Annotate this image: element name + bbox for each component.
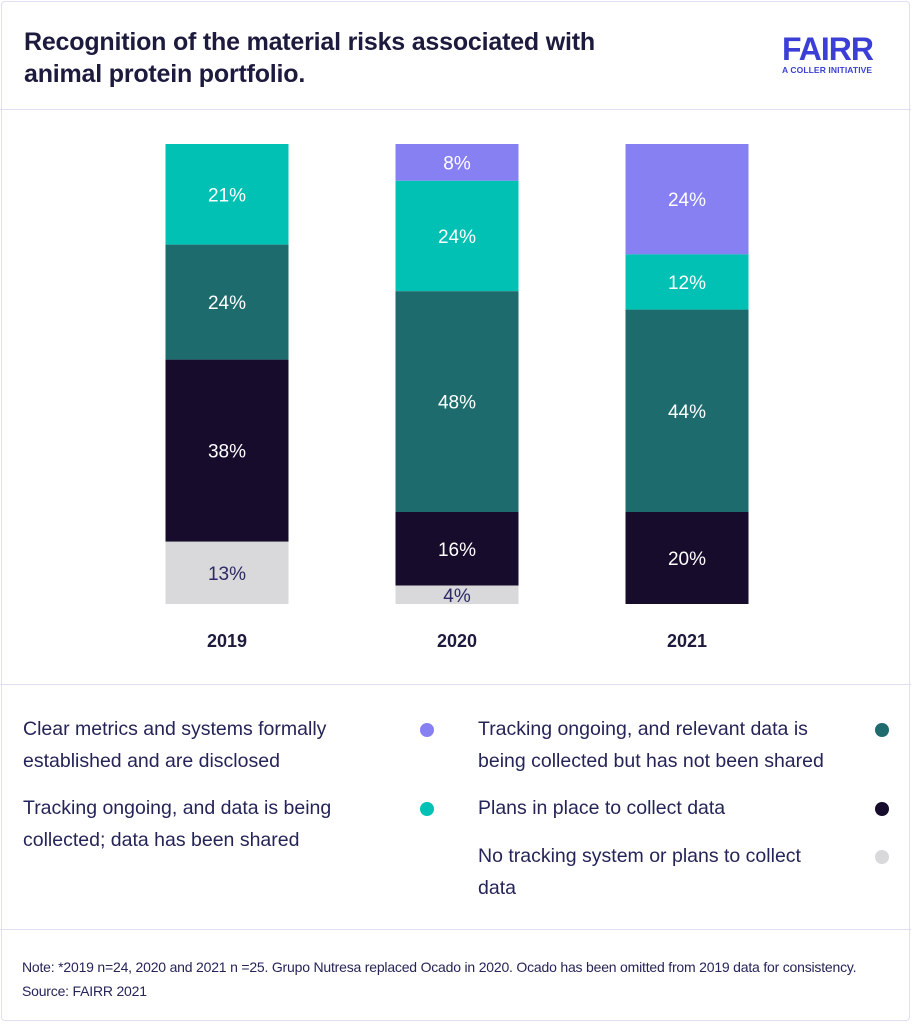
bar-segment xyxy=(395,585,519,604)
bar-segment xyxy=(395,291,519,512)
bar-segment xyxy=(625,254,749,310)
bar-value-label: 13% xyxy=(208,564,246,585)
bar-segment xyxy=(165,541,289,604)
logo-wordmark: FAIRR xyxy=(782,31,874,67)
x-tick-label: 2020 xyxy=(437,631,477,651)
bar-value-label: 8% xyxy=(443,153,471,174)
bar-segment xyxy=(165,144,289,245)
bar-value-label: 24% xyxy=(668,190,706,211)
legend-label: Tracking ongoing, and data is being coll… xyxy=(23,797,332,851)
legend-swatch-icon xyxy=(875,802,889,816)
bar-segment xyxy=(395,180,519,292)
bar-segment xyxy=(165,359,289,542)
legend-label: Plans in place to collect data xyxy=(478,797,726,819)
bar-value-label: 16% xyxy=(438,540,476,561)
header: Recognition of the material risks associ… xyxy=(0,0,911,110)
bar-value-label: 21% xyxy=(208,185,246,206)
x-tick-label: 2019 xyxy=(207,631,247,651)
bar-value-label: 4% xyxy=(443,586,471,607)
bar-value-label: 48% xyxy=(438,393,476,414)
bar-value-label: 44% xyxy=(668,402,706,423)
x-tick-label: 2021 xyxy=(667,631,707,651)
legend: Clear metrics and systems formally estab… xyxy=(0,685,911,930)
bar-segment xyxy=(395,512,519,586)
legend-swatch-icon xyxy=(420,723,434,737)
bar-value-label: 24% xyxy=(438,227,476,248)
bar-value-label: 20% xyxy=(668,549,706,570)
fairr-logo: FAIRR A COLLER INITIATIVE xyxy=(782,31,892,76)
legend-swatch-icon xyxy=(875,850,889,864)
logo-subtitle: A COLLER INITIATIVE xyxy=(782,65,873,75)
bar-segment xyxy=(625,144,749,255)
legend-label: No tracking system or plans to collect d… xyxy=(478,845,801,899)
legend-label: Tracking ongoing, and relevant data is b… xyxy=(478,718,824,772)
bar-value-label: 38% xyxy=(208,442,246,463)
bar-segment xyxy=(165,244,289,360)
bar-segment xyxy=(625,309,749,512)
bar-value-label: 12% xyxy=(668,273,706,294)
chart-area: 21% 24% 38% 13% 2019 8% 24% 48% 16% 4% 2020 24% 12% 4… xyxy=(0,110,911,685)
legend-label: Clear metrics and systems formally estab… xyxy=(23,718,327,772)
chart-title: Recognition of the material risks associ… xyxy=(24,28,595,88)
bar-segment xyxy=(395,144,519,181)
bar-value-label: 24% xyxy=(208,293,246,314)
bar-segment xyxy=(625,512,749,604)
legend-swatch-icon xyxy=(420,802,434,816)
stacked-bar-chart: 21% 24% 38% 13% 2019 8% 24% 48% 16% 4% 2020 24% 12% 4… xyxy=(165,144,749,651)
footnote: Note: *2019 n=24, 2020 and 2021 n =25. G… xyxy=(22,959,857,999)
legend-swatch-icon xyxy=(875,723,889,737)
